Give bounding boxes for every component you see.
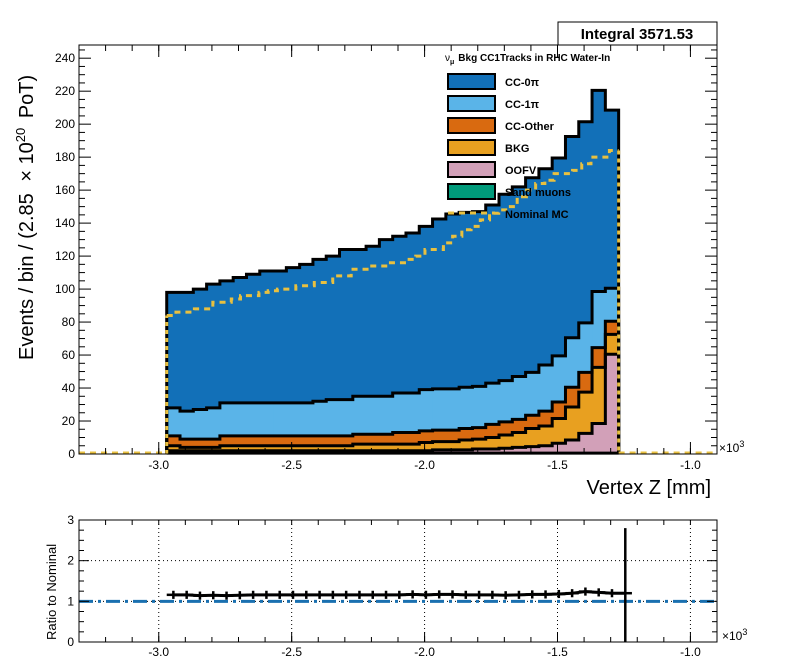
legend-swatch-cc-0- — [447, 73, 496, 90]
bottom-y-axis: 0 1 2 3 — [67, 513, 717, 649]
top-y-tick-label: 200 — [55, 117, 75, 131]
stacked-histogram-panel: -3.0 -2.5 -2.0 -1.5 -1.0 0 20 40 60 80 100 120 140 1… — [8, 21, 744, 499]
top-y-tick-label: 0 — [68, 447, 75, 461]
top-x-tick-label: -3.0 — [148, 458, 169, 472]
legend-swatch-cc-1- — [447, 95, 496, 112]
bar-bkg-14 — [352, 444, 367, 454]
top-x-tick-label: -1.0 — [680, 458, 701, 472]
legend-swatch-bkg — [447, 139, 496, 156]
outline-oofv — [165, 352, 621, 454]
bar-oofv-33 — [605, 354, 620, 454]
bar-oofv-23 — [472, 449, 487, 454]
top-y-tick-label: 160 — [55, 183, 75, 197]
stack-outlines — [165, 88, 621, 455]
bar-oofv-27 — [525, 446, 540, 454]
outline-cc-1- — [165, 286, 621, 454]
top-y-tick-label: 220 — [55, 84, 75, 98]
bottom-x-tick-label: -1.0 — [680, 645, 701, 659]
top-x-tick-label: -2.0 — [414, 458, 435, 472]
x-axis-label: Vertex Z [mm] — [587, 477, 711, 499]
legend-swatch-cc-other — [447, 117, 496, 134]
top-y-tick-label: 180 — [55, 150, 75, 164]
legend-label-sand-muons: Sand muons — [505, 187, 571, 199]
legend-label-oofv: OOFV — [505, 165, 537, 177]
top-x-tick-label: -2.5 — [281, 458, 302, 472]
bar-bkg-18 — [405, 444, 420, 454]
legend-label-cc-1-: CC-1π — [505, 99, 540, 111]
bottom-plot-frame — [78, 519, 718, 643]
outline-sand-muons — [165, 451, 621, 455]
bottom-x-tick-label: -1.5 — [547, 645, 568, 659]
bottom-y-tick-label: 0 — [67, 635, 74, 649]
bottom-x-exponent: ×103 — [722, 627, 747, 643]
top-x-exponent: ×103 — [719, 439, 744, 455]
bar-oofv-31 — [578, 433, 593, 454]
top-y-tick-label: 40 — [62, 381, 76, 395]
bar-oofv-24 — [485, 449, 500, 454]
y-axis-label: Events / bin / (2.85 × 1020 PoT) — [8, 75, 38, 360]
bottom-x-axis: -3.0 -2.5 -2.0 -1.5 -1.0 — [78, 520, 718, 659]
integral-box: Integral 3571.53 — [557, 21, 718, 46]
legend-label-cc-0-: CC-0π — [505, 77, 540, 89]
bar-bkg-19 — [419, 442, 433, 454]
legend-label-nominal-mc: Nominal MC — [505, 209, 569, 221]
top-y-tick-label: 240 — [55, 51, 75, 65]
bar-bkg-16 — [379, 444, 394, 454]
chart-title: νμ Bkg CC1Tracks in RHC Water-In — [445, 53, 610, 66]
bar-oofv-32 — [592, 423, 606, 454]
bar-oofv-29 — [552, 443, 566, 454]
ratio-grid — [79, 519, 717, 643]
bar-oofv-30 — [565, 439, 580, 454]
nominal-mc-line — [166, 149, 619, 317]
ratio-points — [166, 528, 632, 642]
legend: CC-0π CC-1π CC-Other BKG OOFV Sand muons Nomin… — [447, 73, 571, 221]
ratio-y-label: Ratio to Nominal — [44, 544, 59, 640]
bottom-x-tick-label: -2.0 — [414, 645, 435, 659]
bar-bkg-15 — [366, 444, 380, 454]
top-y-tick-label: 60 — [62, 348, 76, 362]
top-y-tick-label: 80 — [62, 315, 76, 329]
outline-cc-0- — [165, 88, 621, 454]
legend-label-bkg: BKG — [505, 143, 529, 155]
legend-swatch-sand-muons — [447, 183, 496, 200]
top-x-tick-label: -1.5 — [547, 458, 568, 472]
legend-label-cc-other: CC-Other — [505, 121, 555, 133]
bottom-x-tick-label: -3.0 — [148, 645, 169, 659]
outline-cc-other — [165, 319, 621, 454]
bottom-y-tick-label: 2 — [67, 554, 74, 568]
top-y-tick-label: 140 — [55, 216, 75, 230]
integral-label: Integral 3571.53 — [581, 26, 694, 43]
bar-oofv-26 — [512, 447, 526, 454]
bottom-y-tick-label: 1 — [67, 594, 74, 608]
stack-fills — [166, 90, 620, 455]
top-y-axis: 0 20 40 60 80 100 120 140 160 180 200 220 240 — [55, 49, 717, 461]
top-y-tick-label: 100 — [55, 282, 75, 296]
top-y-tick-label: 20 — [62, 414, 76, 428]
bar-oofv-28 — [538, 445, 553, 454]
ratio-panel: -3.0 -2.5 -2.0 -1.5 -1.0 0 1 2 3 ×103 Ratio to … — [44, 513, 747, 659]
top-x-axis: -3.0 -2.5 -2.0 -1.5 -1.0 — [78, 45, 718, 472]
bar-bkg-17 — [392, 444, 407, 454]
top-y-tick-label: 120 — [55, 249, 75, 263]
legend-swatch-oofv — [447, 161, 496, 178]
outline-bkg — [165, 332, 621, 454]
bottom-y-tick-label: 3 — [67, 513, 74, 527]
bottom-x-tick-label: -2.5 — [281, 645, 302, 659]
bar-oofv-25 — [499, 448, 513, 454]
